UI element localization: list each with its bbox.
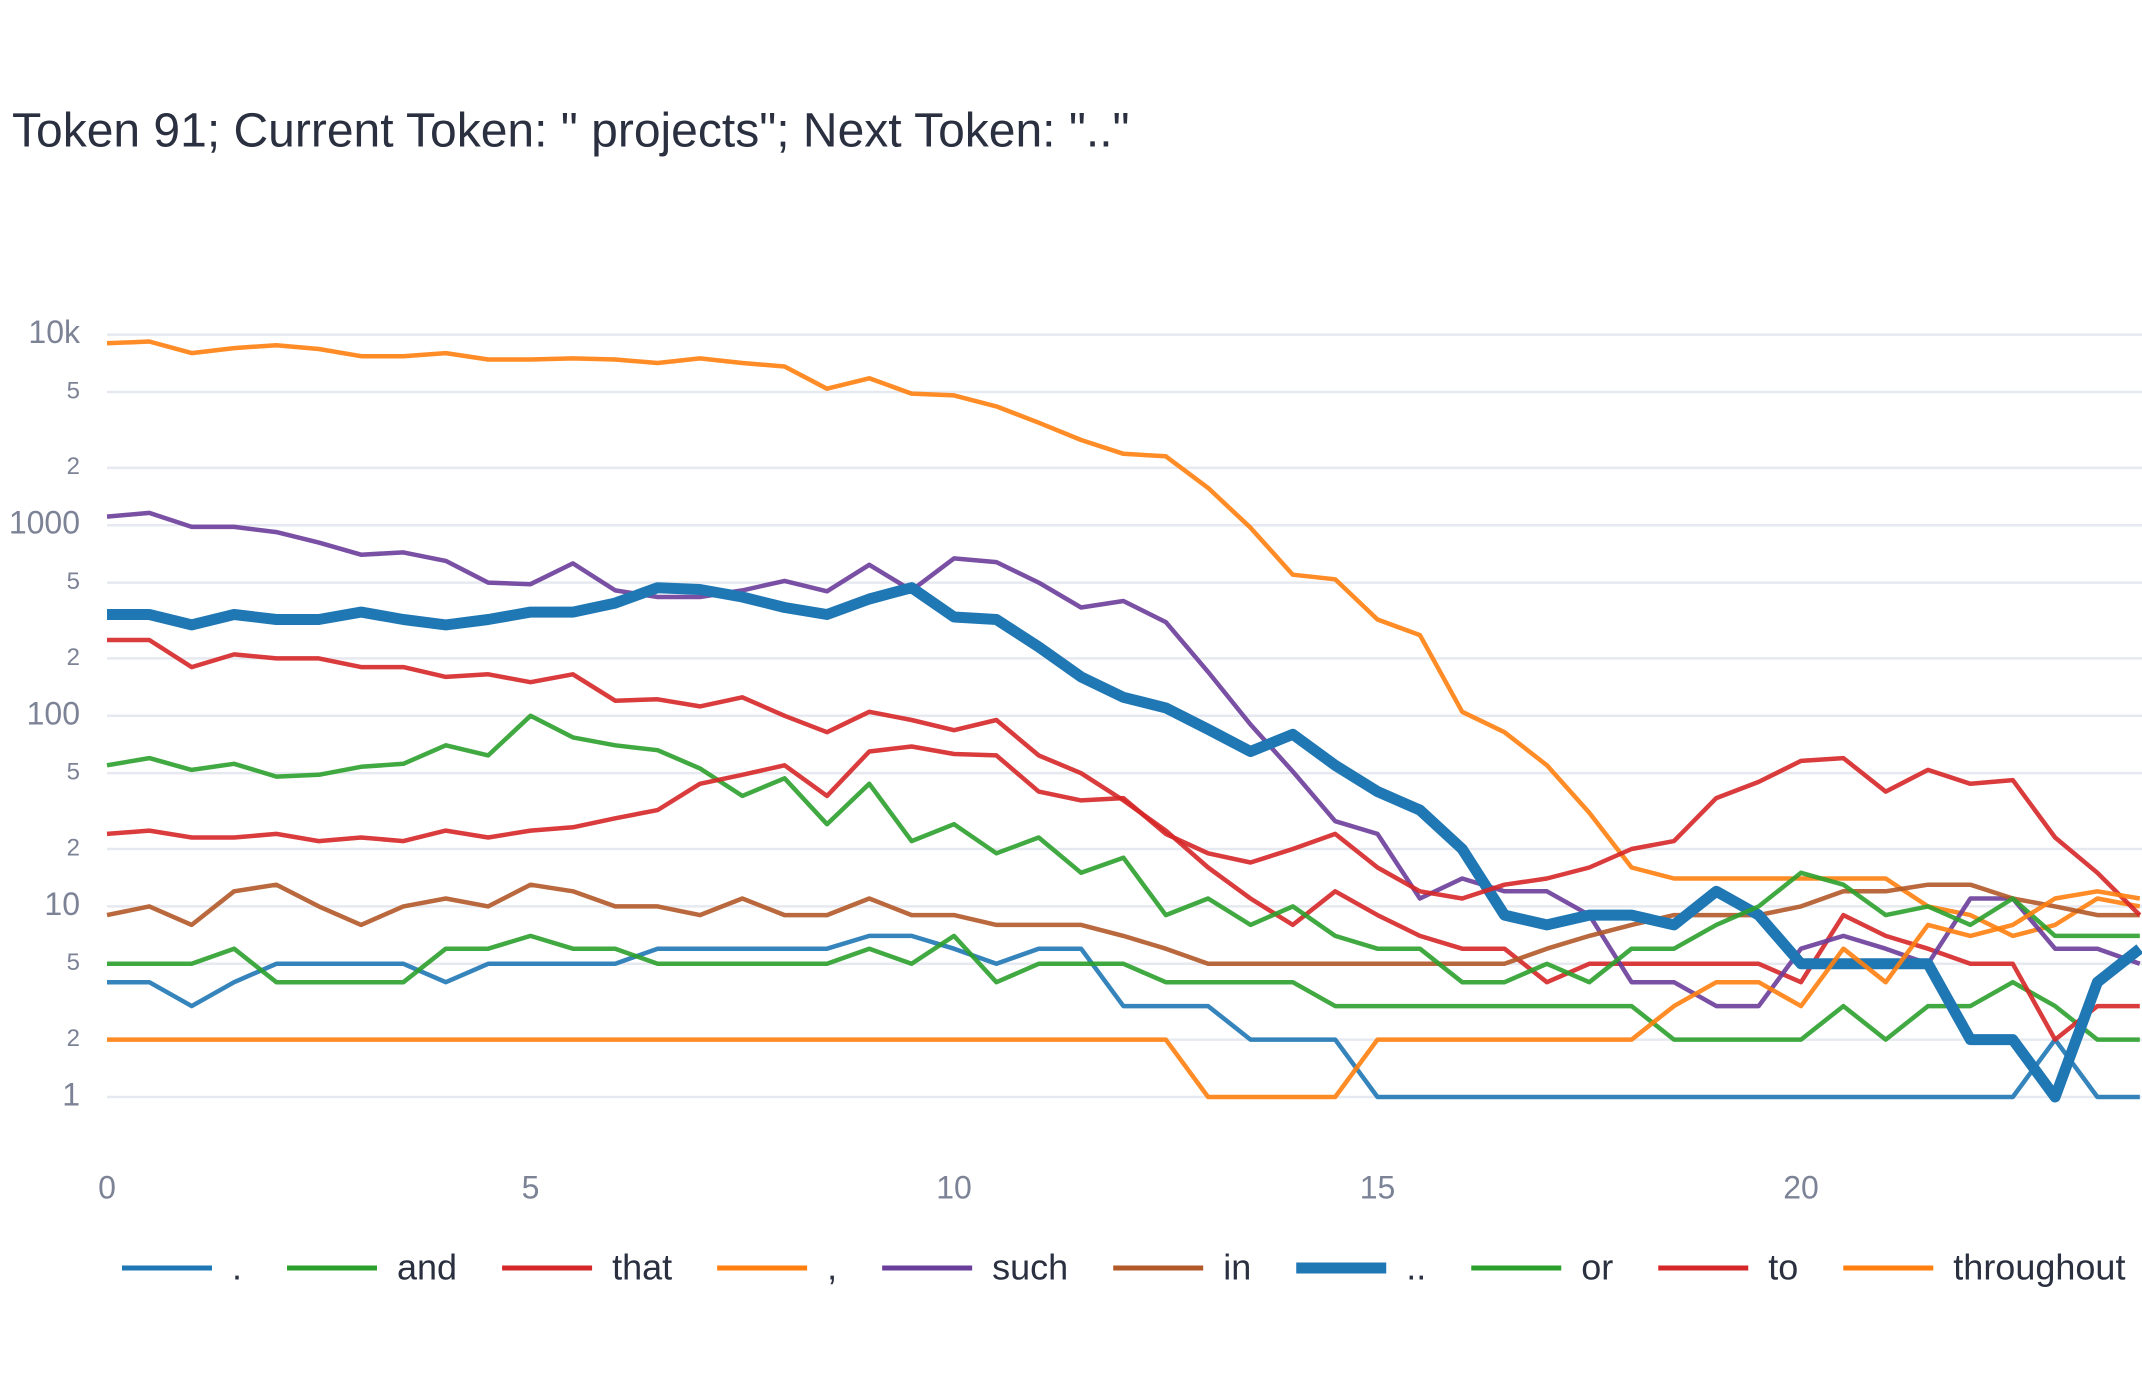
series-line (106, 882, 2140, 967)
y-tick-label: 2 (67, 644, 80, 671)
grid: 1 2 5 10 2 5 100 2 5 1000 2 5 10k 0 5 10 15 20 (9, 314, 2142, 1205)
y-tick-label: 5 (67, 759, 80, 786)
legend-label: . (232, 1247, 242, 1288)
series-line (106, 339, 2141, 939)
y-tick-label: 1000 (9, 505, 80, 541)
legend-label: to (1768, 1247, 1798, 1288)
legend-label: or (1581, 1247, 1613, 1288)
y-tick-label: 2 (67, 1025, 80, 1052)
series-line (106, 713, 2140, 985)
plot-area (106, 339, 2142, 1103)
x-tick-label: 5 (522, 1169, 540, 1205)
y-tick-label: 5 (67, 949, 80, 976)
series-line (107, 889, 2141, 1100)
legend-label: .. (1406, 1247, 1426, 1288)
y-tick-label: 2 (67, 834, 80, 861)
legend-label: throughout (1953, 1247, 2125, 1288)
x-tick-label: 20 (1783, 1169, 1819, 1205)
y-tick-label: 5 (67, 377, 80, 404)
legend-label: that (612, 1247, 672, 1288)
series-line (107, 582, 2142, 1103)
y-tick-label: 10 (44, 886, 80, 922)
series-line (107, 933, 2140, 1042)
y-tick-label: 5 (67, 568, 80, 595)
y-tick-label: 100 (27, 695, 80, 731)
y-tick-label: 1 (62, 1076, 80, 1112)
series-line (106, 510, 2141, 1009)
series-line (106, 744, 2142, 917)
legend-label: such (992, 1247, 1068, 1288)
legend-label: in (1223, 1247, 1251, 1288)
y-tick-label: 10k (28, 314, 81, 350)
series-line (107, 933, 2140, 1100)
chart-title: Token 91; Current Token: " projects"; Ne… (12, 105, 1130, 158)
legend: . and that, such in.. or to throughout (122, 1247, 2125, 1288)
legend-label: and (397, 1247, 457, 1288)
x-tick-label: 0 (98, 1169, 116, 1205)
y-tick-label: 2 (67, 453, 80, 480)
x-tick-label: 10 (936, 1169, 972, 1205)
x-tick-label: 15 (1360, 1169, 1396, 1205)
legend-label: , (827, 1247, 837, 1288)
